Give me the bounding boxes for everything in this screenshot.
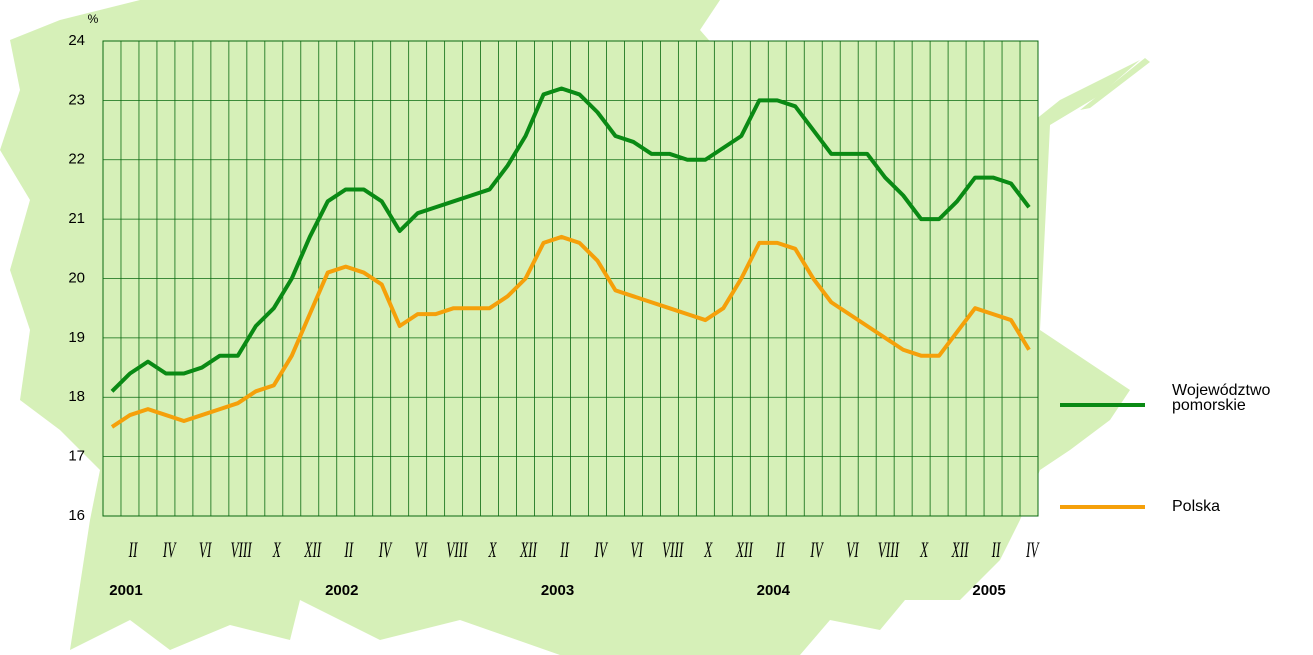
x-tick-label: IV <box>810 538 825 562</box>
y-tick-label: 24 <box>68 32 85 49</box>
y-tick-label: 17 <box>68 448 85 465</box>
x-tick-label: X <box>488 538 497 562</box>
x-tick-label: VIII <box>878 538 900 562</box>
legend-label: Województwo pomorskie <box>1172 382 1271 414</box>
x-tick-label: XII <box>735 538 753 562</box>
x-tick-label: X <box>272 538 281 562</box>
x-tick-label: II <box>559 538 569 562</box>
x-tick-label: II <box>775 538 785 562</box>
x-tick-label: IV <box>1025 538 1040 562</box>
map-strip <box>1080 58 1150 110</box>
x-tick-label: XII <box>519 538 537 562</box>
x-tick-label: II <box>344 538 354 562</box>
x-tick-label: VIII <box>662 538 684 562</box>
series-line <box>110 86 1031 393</box>
x-tick-label: VI <box>846 538 859 562</box>
x-tick-label: X <box>919 538 928 562</box>
legend-label: Polska <box>1172 498 1221 515</box>
year-label: 2002 <box>325 582 358 599</box>
y-tick-label: 21 <box>68 210 85 227</box>
x-tick-label: XII <box>951 538 969 562</box>
y-tick-label: 16 <box>68 507 85 524</box>
x-tick-label: IV <box>378 538 393 562</box>
x-tick-label: II <box>991 538 1001 562</box>
y-tick-label: 19 <box>68 329 85 346</box>
x-tick-label: VI <box>415 538 428 562</box>
x-tick-label: IV <box>162 538 177 562</box>
y-unit: % <box>88 12 99 26</box>
y-tick-label: 22 <box>68 151 85 168</box>
year-label: 2004 <box>757 582 791 599</box>
x-tick-label: VIII <box>446 538 468 562</box>
x-tick-label: VIII <box>230 538 252 562</box>
x-tick-label: VI <box>630 538 643 562</box>
y-tick-label: 23 <box>68 91 85 108</box>
year-label: 2003 <box>541 582 574 599</box>
year-label: 2001 <box>109 582 142 599</box>
x-tick-label: X <box>704 538 713 562</box>
year-label: 2005 <box>972 582 1005 599</box>
x-tick-label: IV <box>594 538 609 562</box>
x-tick-label: XII <box>304 538 322 562</box>
series-line <box>110 234 1031 429</box>
y-tick-label: 20 <box>68 269 85 286</box>
y-tick-label: 18 <box>68 388 85 405</box>
x-tick-label: II <box>128 538 138 562</box>
x-tick-label: VI <box>199 538 212 562</box>
